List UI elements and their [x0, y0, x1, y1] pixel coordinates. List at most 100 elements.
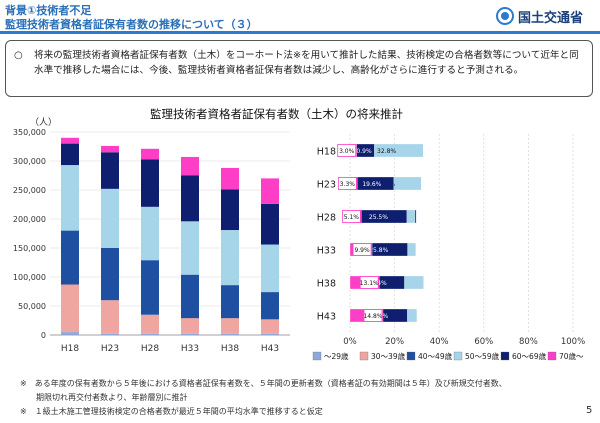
legend-swatch [359, 351, 369, 361]
data-label: 32.8% [377, 148, 396, 155]
x-tick-label: 40% [430, 337, 449, 347]
data-label: 10.9% [353, 148, 372, 155]
x-tick-label: 80% [519, 337, 538, 347]
bar-segment [141, 148, 159, 160]
ministry-emblem-icon [496, 7, 514, 25]
legend-label: 50〜59歳 [465, 351, 500, 361]
bar-segment [61, 230, 79, 285]
y-tick-label: H23 [317, 180, 336, 191]
x-tick-label: H33 [181, 344, 199, 354]
description-text: 将来の監理技術者資格者証保有者数（土木）をコーホート法※を用いて推計した結果、技… [34, 50, 579, 76]
data-label: 13.1% [360, 280, 379, 287]
data-label-box [341, 210, 361, 223]
data-label-box [359, 276, 379, 289]
data-label: 3.3% [340, 181, 356, 188]
y-tick-label: 0 [41, 331, 46, 340]
y-tick-label: 100,000 [13, 273, 46, 282]
footnote-3: ※ １級土木施工管理技術検定の合格者数が最近５年間の平均水準で推移すると仮定 [20, 407, 323, 416]
legend-swatch [500, 351, 510, 361]
bar-segment [181, 175, 199, 222]
bar-segment [101, 145, 119, 153]
bar-segment [181, 274, 199, 319]
bar-segment [61, 165, 79, 231]
description-box: ○ 将来の監理技術者資格者証保有者数（土木）をコーホート法※を用いて推計した結果… [5, 40, 593, 97]
bar-segment [261, 333, 279, 335]
chart-title: 監理技術者資格者証保有者数（土木）の将来推計 [150, 107, 403, 121]
bar-segment [221, 230, 239, 286]
y-tick-label: H38 [317, 279, 336, 290]
bar-segment [181, 221, 199, 275]
y-tick-label: H28 [317, 213, 336, 224]
x-tick-label: 60% [474, 337, 493, 347]
legend-swatch [453, 351, 463, 361]
data-label: 14.8% [363, 313, 382, 320]
y-tick-label: 250,000 [13, 186, 46, 195]
bar-segment [221, 333, 239, 335]
x-tick-label: H38 [221, 344, 239, 354]
x-tick-label: H23 [101, 344, 119, 354]
data-label: 9.9% [354, 247, 370, 254]
bar-segment [61, 143, 79, 166]
stacked-bar-chart: 0 50,000 100,000 150,000 200,000 250,000 300,0… [13, 128, 290, 354]
legend-label: 70歳〜 [559, 351, 584, 361]
y-tick-label: 150,000 [13, 244, 46, 253]
x-tick-label: H18 [61, 344, 79, 354]
bar-segment [221, 167, 239, 190]
data-label: 25.5% [369, 214, 388, 221]
percent-bar-chart: 0%20%40%60%80%100%H181.8%23.4%28.1%32.8%… [312, 134, 585, 361]
bar-segment [181, 333, 199, 335]
legend-label: 30〜39歳 [371, 351, 406, 361]
bar-segment [61, 284, 79, 333]
bar-segment [141, 333, 159, 335]
data-label: 25.8% [369, 247, 388, 254]
bar-segment [261, 319, 279, 334]
data-label-box [337, 177, 357, 190]
footnote-2: 期限切れ再交付者数より、年齢層別に推計 [20, 393, 188, 402]
legend-label: 〜29歳 [324, 351, 349, 361]
bar-segment [261, 178, 279, 204]
y-axis-unit: （人） [30, 118, 58, 128]
page-title: 監理技術者資格者証保有者数の推移について（３） [5, 18, 258, 31]
bar-segment [141, 206, 159, 261]
ministry-logo: 国土交通省 [496, 6, 583, 26]
x-tick-label: H43 [261, 344, 279, 354]
data-label-box [337, 144, 357, 157]
data-label: 3.0% [339, 148, 355, 155]
bar-segment [101, 333, 119, 335]
x-tick-label: 100% [561, 337, 585, 347]
legend-swatch [547, 351, 557, 361]
bar-segment [101, 300, 119, 334]
x-tick-label: 0% [343, 337, 357, 347]
bar-segment [221, 189, 239, 231]
legend-label: 60〜69歳 [512, 351, 547, 361]
page-number: 5 [586, 405, 593, 416]
bar-segment [261, 244, 279, 293]
header-rule [0, 31, 600, 34]
bar-segment [61, 137, 79, 144]
bar-segment [141, 260, 159, 315]
bullet-icon: ○ [14, 50, 23, 61]
bar-segment [181, 156, 199, 176]
bar-segment [101, 152, 119, 189]
y-tick-label: 350,000 [13, 128, 46, 137]
x-tick-label: H28 [141, 344, 159, 354]
ministry-name: 国土交通省 [518, 10, 584, 26]
bar-segment [261, 292, 279, 320]
legend-swatch [312, 351, 322, 361]
legend-label: 40〜49歳 [418, 351, 453, 361]
bar-segment [221, 318, 239, 334]
legend-swatch [406, 351, 416, 361]
data-label-box [352, 243, 372, 256]
data-label-box [363, 309, 383, 322]
bar-segment [101, 188, 119, 248]
y-tick-label: 300,000 [13, 157, 46, 166]
y-tick-label: H33 [317, 246, 336, 257]
header-subtitle: 背景①技術者不足 [5, 4, 92, 17]
y-tick-label: 50,000 [18, 302, 46, 311]
x-tick-label: 20% [385, 337, 404, 347]
bar-segment [221, 285, 239, 319]
bar-segment [141, 314, 159, 334]
bar-segment [261, 203, 279, 245]
y-tick-label: H18 [317, 147, 336, 158]
y-tick-label: H43 [317, 312, 336, 323]
